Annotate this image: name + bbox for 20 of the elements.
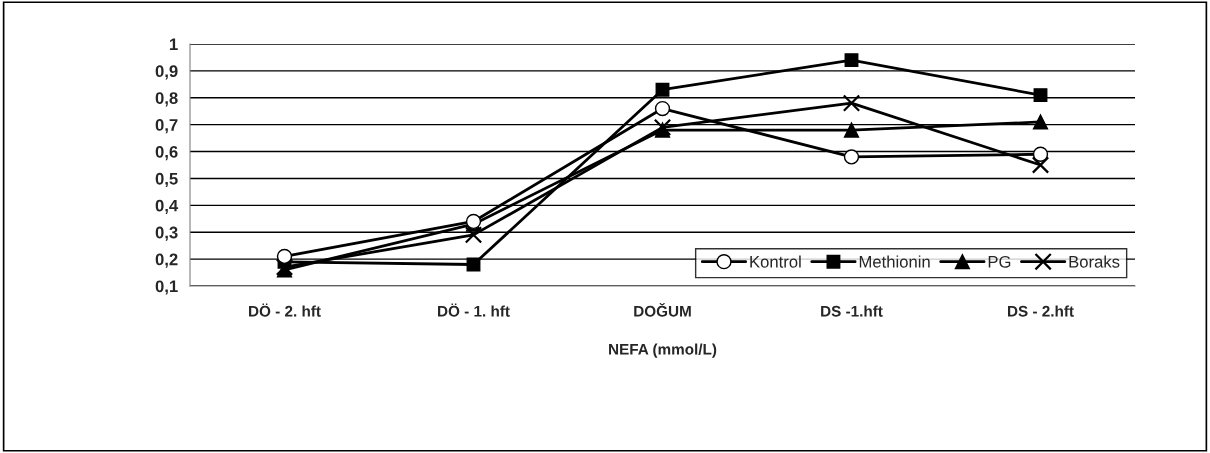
y-tick-label: 0,1 — [155, 280, 178, 295]
y-tick-label: 0,6 — [155, 145, 178, 161]
legend-label: PG — [988, 255, 1011, 268]
x-tick-label: DÖ - 2. hft — [249, 303, 321, 317]
x-tick-label: DS - 2.hft — [1008, 305, 1074, 317]
y-tick-label: 0,3 — [155, 226, 178, 241]
y-tick-label: 0,9 — [155, 65, 178, 80]
y-tick-label: 1 — [169, 38, 178, 51]
legend-label: Kontrol — [750, 255, 801, 268]
y-tick-label: 0,4 — [155, 199, 179, 214]
y-tick-label: 0,7 — [155, 119, 178, 134]
legend-label: Boraks — [1069, 255, 1120, 268]
x-axis-title: NEFA (mmol/L) — [609, 343, 717, 358]
y-tick-label: 0,2 — [155, 253, 178, 268]
x-tick-label: DS -1.hft — [821, 305, 883, 317]
x-tick-label: DOĞUM — [634, 303, 691, 317]
y-tick-label: 0,8 — [155, 92, 178, 107]
y-tick-label: 0,5 — [155, 172, 178, 188]
legend-label: Methionin — [859, 255, 930, 268]
x-tick-label: DÖ - 1. hft — [438, 303, 510, 317]
